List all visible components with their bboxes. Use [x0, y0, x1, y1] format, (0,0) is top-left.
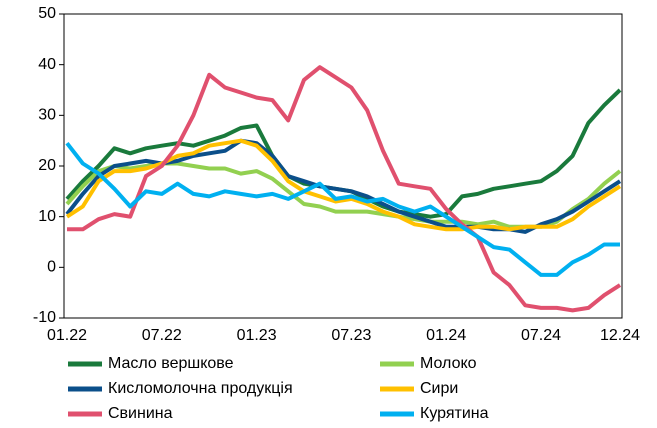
series-line [65, 141, 620, 277]
series-line [65, 138, 622, 234]
y-tick-label: 10 [38, 208, 56, 225]
legend-label: Свинина [108, 405, 173, 422]
x-tick-label: 01.24 [426, 327, 466, 344]
y-tick-label: 50 [38, 5, 56, 22]
x-tick-label: 07.22 [142, 327, 182, 344]
x-tick-label: 12.24 [600, 327, 640, 344]
x-tick-label: 07.23 [331, 327, 371, 344]
series-line [67, 65, 622, 313]
y-tick-label: 40 [38, 56, 56, 73]
y-tick-label: 0 [47, 259, 56, 276]
legend-label: Масло вершкове [108, 355, 234, 372]
x-tick-label: 07.24 [521, 327, 561, 344]
series-line [65, 138, 622, 232]
legend-label: Сири [420, 380, 458, 397]
x-tick-label: 01.22 [47, 327, 87, 344]
y-tick-label: -10 [33, 309, 56, 326]
x-tick-label: 01.23 [237, 327, 277, 344]
y-tick-label: 30 [38, 107, 56, 124]
y-tick-label: 20 [38, 157, 56, 174]
legend-label: Кисломолочна продукція [108, 380, 293, 397]
legend-label: Молоко [420, 355, 477, 372]
legend-label: Курятина [420, 405, 489, 422]
